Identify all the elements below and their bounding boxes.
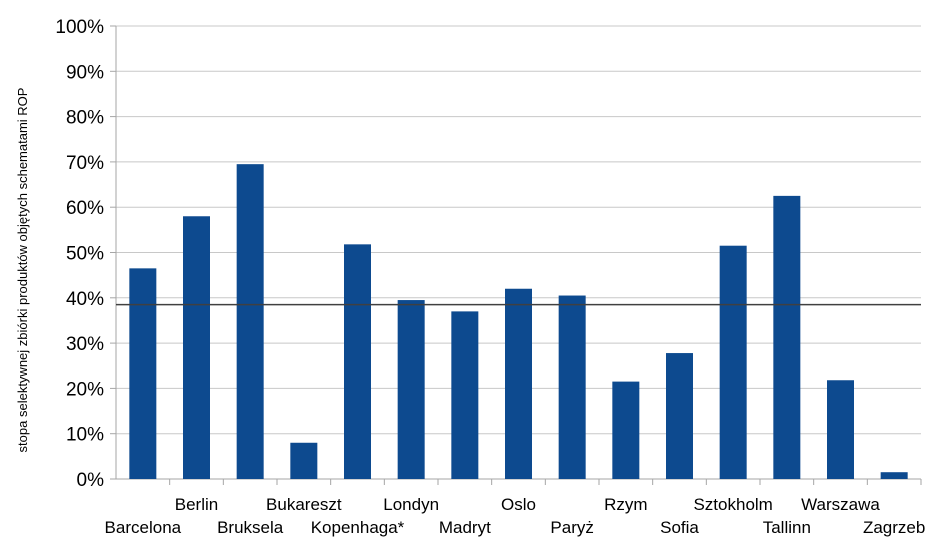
y-tick-label: 60% [66, 198, 104, 219]
x-axis-labels: Barcelona Berlin Bruksela Bukareszt Kopenhag… [105, 495, 926, 537]
y-tick-label: 20% [66, 379, 104, 400]
y-tick-label: 100% [55, 17, 104, 38]
x-tick-label: Barcelona [105, 518, 182, 537]
x-tick-label: Zagrzeb [863, 518, 925, 537]
x-tick-label: Londyn [383, 495, 439, 514]
y-tick-label: 70% [66, 153, 104, 174]
x-tick-label: Paryż [550, 518, 593, 537]
y-tick-label: 50% [66, 244, 104, 265]
x-tick-label: Sofia [660, 518, 699, 537]
bar [612, 381, 640, 479]
bar [558, 295, 586, 479]
x-tick-label: Sztokholm [693, 495, 772, 514]
bar [129, 268, 157, 479]
x-tick-label: Rzym [604, 495, 647, 514]
y-tick-label: 80% [66, 108, 104, 129]
bar [183, 216, 210, 479]
x-tick-label: Kopenhaga* [311, 518, 405, 537]
y-tick-label: 90% [66, 62, 104, 83]
bar [236, 164, 264, 480]
x-tick-label: Bukareszt [266, 495, 342, 514]
bars [129, 164, 908, 480]
bar [666, 353, 693, 479]
bar [880, 472, 908, 479]
bar [505, 288, 532, 479]
y-tick-label: 40% [66, 289, 104, 310]
bar [290, 442, 318, 479]
bar [397, 300, 425, 479]
bar [451, 311, 479, 479]
x-tick-label: Tallinn [763, 518, 811, 537]
x-tick-label: Warszawa [801, 495, 880, 514]
x-tick-label: Madryt [439, 518, 491, 537]
bar [773, 195, 801, 479]
y-axis-label: stopa selektywnej zbiórki produktów obję… [15, 88, 30, 453]
bar [344, 244, 371, 479]
y-tick-label: 30% [66, 334, 104, 355]
x-tick-label: Oslo [501, 495, 536, 514]
y-tick-label: 10% [66, 425, 104, 446]
bar [719, 245, 747, 479]
y-axis-ticks: 0% 10% 20% 30% 40% 50% 60% 70% 80% 90% 100% [55, 17, 104, 491]
x-tick-label: Berlin [175, 495, 218, 514]
y-tick-label: 0% [77, 470, 105, 491]
x-tick-label: Bruksela [217, 518, 284, 537]
bar [827, 380, 854, 479]
